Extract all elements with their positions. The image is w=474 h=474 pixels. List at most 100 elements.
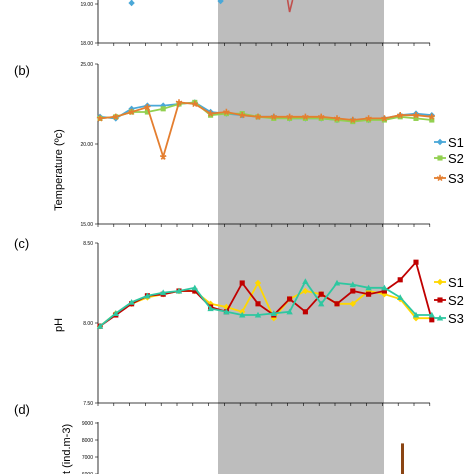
legend-c-marker-2 — [437, 297, 443, 303]
panel-c-series-3-point — [96, 323, 104, 329]
panel-c-series-3-point — [239, 311, 246, 318]
panel-b-series-3-point — [270, 113, 278, 120]
panel-b-series-3-point — [365, 115, 372, 122]
panel-c-series-3-point — [302, 278, 309, 284]
panel-b-series-3-point — [207, 110, 214, 117]
panel-c-y-tick-label: 8.00 — [83, 321, 93, 327]
panel-b-series-3-point — [412, 112, 420, 119]
panel-b-series-3-point — [112, 113, 120, 120]
panel-c-series-1-point — [349, 300, 356, 307]
panel-c-series-3-point — [175, 287, 183, 294]
panel-c-series-3-point — [365, 284, 372, 291]
panel-b-series-3-point — [96, 115, 104, 122]
panel-d-y-tick-label: 7000 — [82, 455, 93, 461]
panel-c-series-2-point — [429, 317, 435, 323]
panel-c-series-3-point — [112, 310, 119, 316]
legend-b-marker-1 — [436, 138, 444, 146]
panel-b-series-3-point — [128, 108, 135, 116]
panel-c-series-2-point — [366, 291, 372, 297]
panel-c-series-2-point — [397, 277, 403, 283]
panel-b-series-3-point — [428, 113, 436, 120]
panel-c-series-3-point — [144, 292, 151, 299]
panel-c-series-3-point — [286, 308, 293, 315]
panel-c-series-2-point — [287, 296, 293, 302]
panel-c-series-3-point — [160, 289, 167, 296]
panel-b-series-3-point — [381, 115, 388, 122]
panel-b-series-2-point — [318, 115, 324, 121]
panel-c-series-2-point — [350, 288, 356, 294]
panel-c-series-3-point — [207, 305, 214, 312]
panel-c-series-3-point — [381, 284, 388, 291]
panel-b-y-tick-label: 20.00 — [80, 142, 93, 148]
panel-d-y-axis-title: t (ind.m-3) — [61, 424, 73, 474]
panel-c-series-3-point — [254, 311, 262, 318]
legend-c-marker-1 — [436, 278, 444, 286]
panel-b-series-3-point — [333, 115, 341, 122]
legend-b-label-1: S1 — [448, 135, 464, 150]
panel-b-series-2-point — [160, 106, 166, 112]
panel-c-y-tick-label: 8.50 — [83, 241, 93, 247]
panel-c-series-3-point — [191, 284, 198, 291]
panel-b-series-2-point — [366, 117, 372, 123]
panel-b-series-2-point — [334, 117, 340, 123]
panel-c-series-3-point — [318, 300, 325, 307]
panel-a-series-1-point — [217, 0, 224, 5]
panel-c-series-3-line — [99, 279, 432, 327]
panel-b-series-3-line — [99, 101, 432, 160]
panel-c-series-2-point — [255, 301, 261, 307]
panel-c-series-3-point — [428, 311, 435, 318]
panel-b-series-3-point — [396, 112, 404, 119]
panel-b-series-3-point — [191, 100, 199, 108]
panel-b-series-2-point — [397, 114, 403, 120]
legend-b-label-2: S2 — [448, 151, 464, 166]
panel-c-y-axis-title: pH — [53, 318, 65, 332]
panel-a-y-tick-label: 19.00 — [80, 2, 93, 8]
legend-b-label-3: S3 — [448, 171, 464, 186]
panel-b-y-tick-label: 25.00 — [80, 62, 93, 68]
panel-c-series-3-point — [270, 310, 277, 316]
highlight-shaded-region — [218, 0, 384, 474]
panel-c-series-1-point — [302, 287, 309, 295]
panel-b-series-3-point — [302, 113, 309, 120]
panel-d-y-tick-label: 8000 — [82, 438, 93, 444]
panel-b-series-2-point — [302, 115, 308, 121]
panel-c-series-3-point — [397, 294, 404, 300]
panel-c-series-3-point — [333, 279, 341, 286]
legend-b-marker-2 — [437, 155, 443, 161]
panel-b-series-3-point — [175, 99, 183, 106]
legend-c-label-2: S2 — [448, 293, 464, 308]
panel-c-series-2-point — [302, 309, 308, 315]
panel-b-series-3-point — [223, 108, 230, 116]
legend-b-marker-3 — [436, 174, 444, 182]
panel-b-series-3-point — [349, 116, 357, 124]
panel-a-series-2-line — [286, 0, 294, 13]
panel-c-series-3-point — [223, 308, 230, 315]
panel-a-series-1-point — [128, 0, 135, 7]
panel-b-series-2-point — [350, 119, 356, 125]
panel-b-series-3-point — [286, 113, 293, 120]
panel-b-series-2-point — [413, 115, 419, 121]
legend-c-label-1: S1 — [448, 275, 464, 290]
panel-c-series-3-point — [412, 311, 420, 318]
panel-c-series-2-point — [239, 280, 245, 286]
panel-b-y-tick-label: 15.00 — [80, 222, 93, 228]
panel-d-bar-1 — [401, 443, 404, 474]
panel-b-series-2-point — [429, 117, 435, 123]
panel-c-series-2-point — [381, 288, 387, 294]
panel-b-series-3-point — [159, 153, 167, 160]
panel-b-series-2-point — [223, 111, 229, 117]
panel-c-series-2-point — [192, 288, 198, 294]
panel-b-series-3-point — [144, 104, 151, 111]
panel-c-y-tick-label: 7.50 — [83, 401, 93, 407]
panel-c-series-3-point — [349, 281, 356, 288]
panel-a-y-tick-label: 18.00 — [80, 41, 93, 47]
panel-label-d: (d) — [14, 402, 30, 417]
panel-b-series-2-point — [144, 109, 150, 115]
panel-b-series-3-point — [317, 113, 325, 120]
panel-c-series-1-point — [254, 279, 262, 287]
panel-c-series-2-point — [334, 301, 340, 307]
panel-c-series-3-point — [128, 299, 135, 305]
panel-b-series-2-point — [287, 115, 293, 121]
panel-b-series-2-point — [208, 112, 214, 118]
